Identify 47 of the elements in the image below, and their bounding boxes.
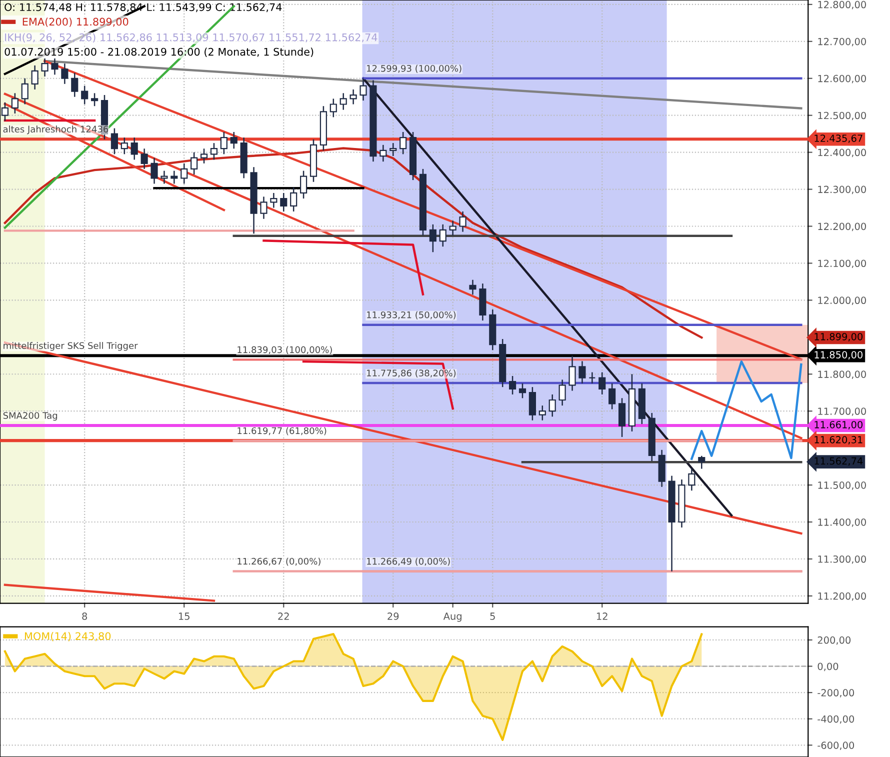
y-tick-label: -200,00 <box>818 689 854 698</box>
ref-line-label: 12.435,67 <box>814 134 862 143</box>
y-tick-label: 12.600,00 <box>818 74 866 84</box>
legend-label: EMA(200) 11.899,00 <box>22 18 128 27</box>
y-tick-label: -600,00 <box>818 742 854 750</box>
text: 11.899,00 <box>814 332 863 342</box>
annotation: IKH(9, 26, 52, 26) 11.562,86 11.513,09 11.570,67 11.551,72 11.562,74 <box>5 33 378 42</box>
x-tick-label: 5 <box>490 612 495 620</box>
annotation: 11.933,21 (50,00%) <box>367 311 456 320</box>
annotation: 11.266,49 (0,00%) <box>367 558 450 566</box>
annotation: SMA200 Tag <box>3 412 58 421</box>
ref-line-label: 11.661,00 <box>814 420 863 430</box>
y-tick-label: 11.300,00 <box>818 555 866 564</box>
y-tick-label: 12.000,00 <box>818 296 866 306</box>
y-tick-label: 12.500,00 <box>818 112 866 120</box>
annotation: 11.839,03 (100,00%) <box>238 346 332 354</box>
y-tick-label: 11.500,00 <box>818 482 866 490</box>
ref-line-label: 11.850,00 <box>814 351 863 360</box>
y-tick-label: 11.400,00 <box>818 518 866 527</box>
text: 11.562,74 <box>814 457 863 466</box>
x-tick-label: 12 <box>596 612 608 620</box>
x-tick-label: 22 <box>278 612 289 620</box>
x-tick-label: 29 <box>388 612 399 620</box>
x-tick-label: 15 <box>179 612 190 620</box>
x-tick-label: 8 <box>82 612 88 620</box>
y-tick-label: 12.800,00 <box>818 0 866 10</box>
text: 01.07.2019 15:00 - 21.08.2019 16:00 (2 Monate, 1 Stunde) <box>4 48 314 57</box>
annotation: altes Jahreshoch 12436 <box>3 126 108 134</box>
y-tick-label: -400,00 <box>818 715 854 724</box>
y-tick-label: 11.800,00 <box>818 370 866 379</box>
y-tick-label: 0,00 <box>818 662 838 672</box>
y-tick-label: 12.100,00 <box>818 260 866 268</box>
annotation: mittelfristiger SKS Sell Trigger <box>4 342 138 351</box>
x-tick-label: Aug <box>443 612 462 622</box>
annotation: 11.619,77 (61,80%) <box>238 427 326 436</box>
y-tick-label: 12.400,00 <box>818 148 866 158</box>
annotation: 11.775,86 (38,20%) <box>367 369 456 378</box>
y-tick-label: 12.700,00 <box>818 38 866 46</box>
y-tick-label: 12.200,00 <box>818 222 866 232</box>
annotation: 12.599,93 (100,00%) <box>367 64 462 73</box>
y-tick-label: 11.200,00 <box>818 592 866 601</box>
y-tick-label: 11.700,00 <box>818 408 866 416</box>
y-tick-label: 200,00 <box>818 636 851 645</box>
legend-label: MOM(14) 243,80 <box>24 632 111 642</box>
ref-line-label: 11.620,31 <box>814 436 862 444</box>
y-tick-label: 12.300,00 <box>818 186 866 194</box>
annotation: 11.266,67 (0,00%) <box>238 558 320 566</box>
